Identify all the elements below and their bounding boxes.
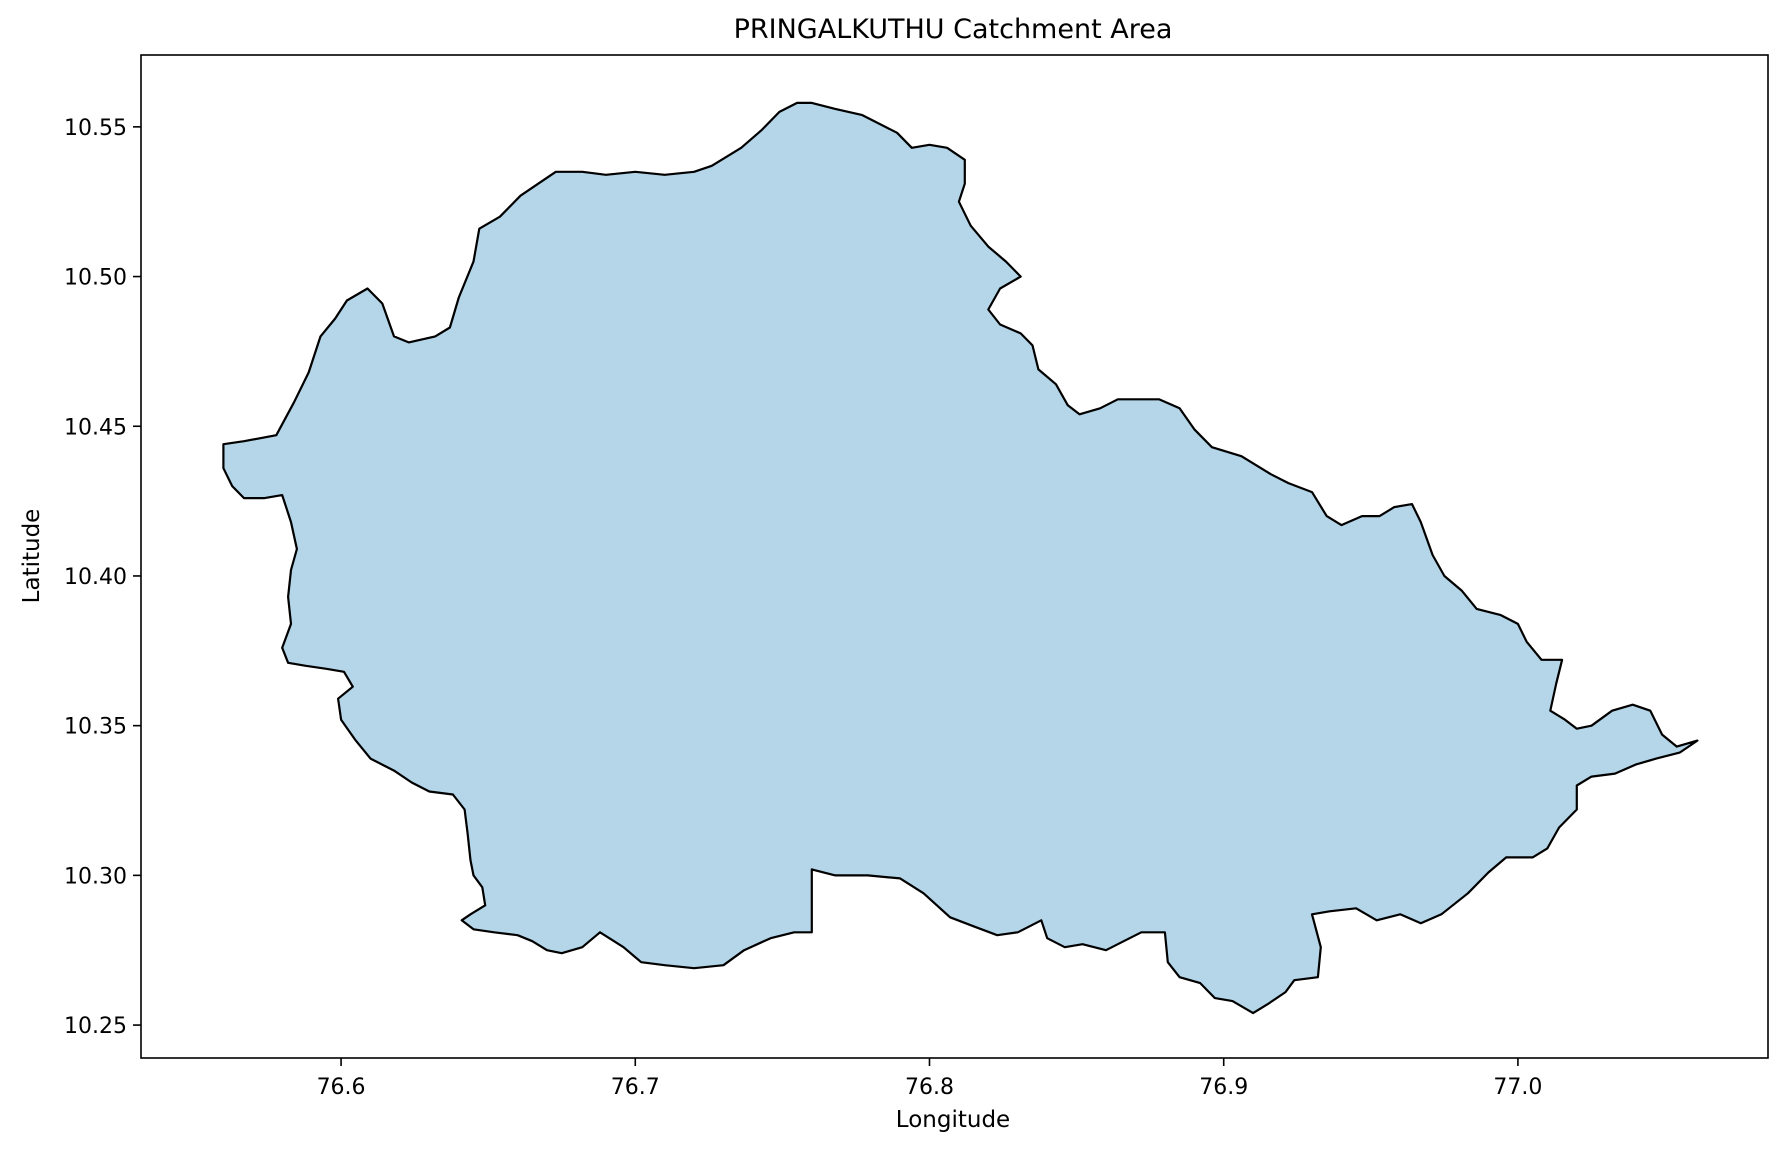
x-tick-label: 76.9 (1199, 1075, 1248, 1100)
x-tick-label: 77.0 (1493, 1075, 1542, 1100)
chart-title: PRINGALKUTHU Catchment Area (734, 14, 1173, 45)
y-tick-label: 10.35 (64, 715, 127, 740)
y-tick-label: 10.30 (64, 864, 127, 889)
y-tick-label: 10.55 (64, 116, 127, 141)
x-tick-label: 76.6 (317, 1075, 366, 1100)
y-tick-label: 10.45 (64, 415, 127, 440)
y-tick-label: 10.40 (64, 565, 127, 590)
x-tick-label: 76.7 (611, 1075, 660, 1100)
catchment-area-polygon (222, 101, 1699, 1015)
y-axis-ticks: 10.25 10.30 10.35 10.40 10.45 10.50 10.55 (64, 116, 141, 1039)
y-axis-label: Latitude (19, 509, 45, 604)
x-tick-label: 76.8 (905, 1075, 954, 1100)
x-axis-ticks: 76.6 76.7 76.8 76.9 77.0 (317, 1058, 1542, 1100)
y-tick-label: 10.50 (64, 266, 127, 291)
x-axis-label: Longitude (896, 1107, 1010, 1133)
y-tick-label: 10.25 (64, 1014, 127, 1039)
plot-frame (140, 54, 1769, 1059)
